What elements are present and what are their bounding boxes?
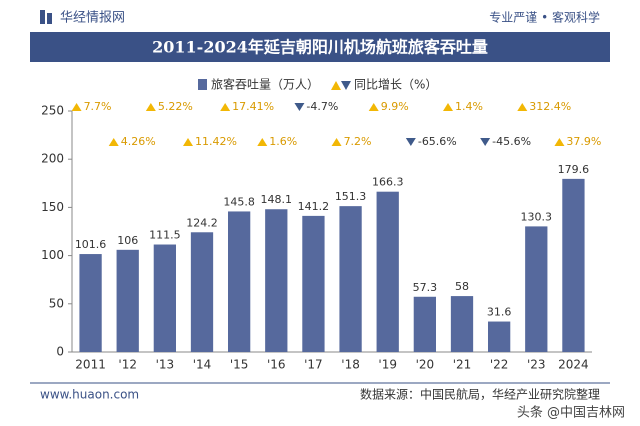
- y-tick-label: 200: [41, 152, 64, 166]
- x-tick-label: '19: [378, 358, 397, 372]
- growth-marker: [368, 103, 379, 111]
- bar-label: 106: [117, 234, 138, 247]
- growth-label: 1.4%: [455, 100, 483, 113]
- growth-marker: [220, 103, 231, 111]
- x-tick-label: '15: [230, 358, 249, 372]
- x-tick-label: '23: [527, 358, 546, 372]
- logo-bar: [47, 13, 52, 24]
- brand: 华经情报网: [60, 11, 125, 26]
- growth-label: 9.9%: [381, 100, 409, 113]
- growth-marker: [443, 103, 453, 111]
- bar-label: 148.1: [261, 193, 293, 206]
- bar-label: 141.2: [298, 200, 330, 213]
- bar-label: 31.6: [487, 306, 512, 319]
- x-tick-label: '18: [341, 358, 360, 372]
- y-tick-label: 100: [41, 248, 64, 262]
- growth-marker: [257, 138, 268, 146]
- chart-title: 2011-2024年延吉朝阳川机场航班旅客吞吐量: [152, 38, 488, 57]
- source: 数据来源：中国民航局，华经产业研究院整理: [360, 387, 600, 402]
- growth-label: -45.6%: [492, 135, 531, 148]
- x-tick-label: '12: [118, 358, 137, 372]
- bar-label: 57.3: [413, 281, 438, 294]
- growth-marker: [294, 103, 305, 111]
- watermark: 头条 @中国吉林网: [517, 405, 625, 421]
- slogan: 专业严谨 • 客观科学: [489, 10, 600, 25]
- growth-marker: [108, 138, 119, 146]
- x-tick-label: '20: [416, 358, 435, 372]
- x-tick-label: '16: [267, 358, 286, 372]
- growth-label: 4.26%: [121, 135, 156, 148]
- legend-swatch: [198, 79, 207, 90]
- growth-marker: [145, 103, 156, 111]
- growth-label: 1.6%: [269, 135, 297, 148]
- bar: [562, 178, 585, 352]
- legend-swatch: [341, 81, 351, 90]
- growth-label: -4.7%: [306, 100, 338, 113]
- x-tick-label: '13: [156, 358, 175, 372]
- website: www.huaon.com: [40, 388, 139, 402]
- growth-label: 7.7%: [84, 100, 112, 113]
- legend-label: 同比增长（%）: [354, 78, 437, 92]
- bar-label: 130.3: [521, 210, 553, 223]
- growth-marker: [405, 138, 416, 146]
- legend-label: 旅客吞吐量（万人）: [211, 77, 319, 92]
- x-tick-label: 2024: [558, 358, 589, 372]
- growth-marker: [480, 138, 491, 146]
- bar: [265, 209, 288, 352]
- y-tick-label: 0: [56, 345, 64, 359]
- x-tick-label: '22: [490, 358, 509, 372]
- growth-marker: [71, 103, 82, 111]
- bar: [228, 211, 251, 352]
- logo-bar: [40, 10, 45, 24]
- y-tick-label: 150: [41, 200, 64, 214]
- bar-label: 101.6: [75, 238, 107, 251]
- y-tick-label: 250: [41, 104, 64, 118]
- bar-label: 111.5: [149, 229, 181, 242]
- legend-swatch: [331, 81, 341, 90]
- bar-label: 151.3: [335, 190, 367, 203]
- bar: [450, 296, 474, 352]
- bar-label: 58: [455, 280, 469, 293]
- growth-label: 7.2%: [344, 135, 372, 148]
- bar: [488, 321, 511, 352]
- bar-label: 166.3: [372, 176, 404, 189]
- bar-label: 145.8: [223, 195, 255, 208]
- growth-marker: [554, 138, 565, 146]
- x-tick-label: '21: [453, 358, 472, 372]
- growth-marker: [331, 138, 342, 146]
- bar: [190, 232, 214, 352]
- bar: [116, 249, 139, 352]
- bar: [302, 215, 325, 352]
- bar: [79, 254, 102, 352]
- growth-label: 312.4%: [529, 100, 571, 113]
- growth-marker: [517, 103, 528, 111]
- growth-marker: [183, 138, 193, 146]
- title-bar: [30, 32, 610, 62]
- growth-label: 37.9%: [566, 135, 601, 148]
- growth-label: 17.41%: [232, 100, 274, 113]
- x-tick-label: '17: [304, 358, 323, 372]
- growth-label: 5.22%: [158, 100, 193, 113]
- bar-label: 179.6: [558, 163, 590, 176]
- growth-label: 11.42%: [195, 135, 237, 148]
- bar: [525, 226, 548, 352]
- bar: [413, 296, 436, 352]
- bar: [376, 191, 399, 352]
- x-tick-label: 2011: [75, 358, 106, 372]
- growth-label: -65.6%: [418, 135, 457, 148]
- bar-label: 124.2: [186, 216, 218, 229]
- bar: [339, 206, 362, 352]
- bar: [153, 244, 176, 352]
- y-tick-label: 50: [49, 296, 64, 310]
- x-tick-label: '14: [193, 358, 212, 372]
